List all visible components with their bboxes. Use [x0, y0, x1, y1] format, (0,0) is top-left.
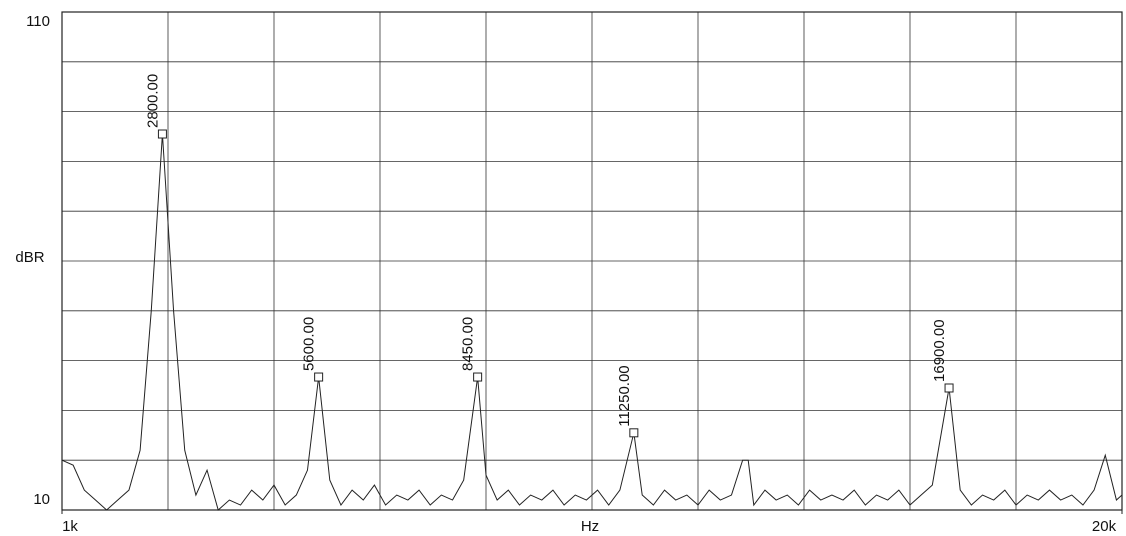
peak-label: 11250.00 [616, 365, 633, 426]
y-axis-label: dBR [15, 249, 44, 266]
peak-label: 8450.00 [460, 317, 477, 371]
peak-label: 16900.00 [931, 319, 948, 382]
peak-label: 5600.00 [301, 317, 318, 371]
peak-marker [473, 372, 483, 382]
x-axis-label: Hz [581, 518, 599, 535]
plot-frame [61, 11, 1123, 511]
peak-marker [629, 428, 639, 438]
peak-marker [157, 129, 167, 139]
y-tick-label: 10 [33, 491, 50, 508]
peak-marker [314, 372, 324, 382]
y-tick-label: 110 [26, 13, 50, 30]
x-tick-label: 1k [62, 518, 78, 535]
peak-marker [944, 383, 954, 393]
peak-label: 2800.00 [144, 74, 161, 128]
x-tick-label: 20k [1092, 518, 1117, 535]
